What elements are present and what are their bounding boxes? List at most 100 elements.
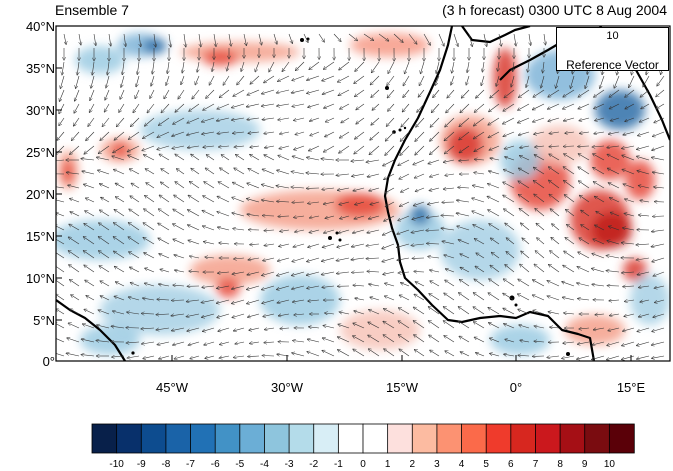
wind-vector bbox=[472, 211, 485, 217]
anomaly-blob bbox=[112, 142, 128, 158]
wind-vector bbox=[56, 145, 65, 155]
wind-vector bbox=[623, 131, 635, 135]
wind-vector bbox=[322, 188, 335, 190]
wind-vector bbox=[482, 61, 484, 72]
wind-vector bbox=[129, 209, 140, 217]
wind-vector bbox=[460, 280, 470, 287]
wind-vector bbox=[637, 156, 650, 161]
wind-vector bbox=[459, 293, 470, 301]
wind-vector bbox=[233, 89, 245, 96]
wind-vector bbox=[401, 117, 410, 127]
plot-title-left: Ensemble 7 bbox=[55, 2, 129, 18]
wind-vector bbox=[322, 338, 335, 343]
wind-vector bbox=[563, 146, 575, 147]
wind-vector bbox=[182, 61, 184, 73]
wind-vector bbox=[322, 243, 335, 247]
wind-vector bbox=[585, 75, 590, 88]
wind-vector bbox=[175, 270, 185, 272]
wind-vector bbox=[310, 117, 320, 121]
wind-vector bbox=[430, 117, 440, 127]
wind-vector bbox=[147, 103, 155, 113]
wind-vector bbox=[96, 340, 110, 342]
shaded-anomaly-field bbox=[56, 33, 670, 355]
wind-vector bbox=[520, 264, 530, 273]
wind-vector bbox=[262, 200, 275, 203]
wind-vector bbox=[563, 167, 575, 175]
wind-vector bbox=[321, 159, 335, 160]
wind-vector bbox=[544, 33, 546, 45]
wind-vector bbox=[340, 215, 350, 219]
wind-vector bbox=[533, 181, 545, 189]
wind-vector bbox=[397, 229, 410, 234]
wind-vector bbox=[651, 341, 665, 345]
wind-vector bbox=[157, 145, 170, 150]
wind-vector bbox=[428, 321, 440, 329]
wind-vector bbox=[579, 117, 590, 121]
wind-vector bbox=[261, 103, 275, 106]
wind-vector bbox=[459, 145, 470, 153]
wind-vector bbox=[336, 257, 350, 261]
wind-vector bbox=[248, 132, 260, 133]
wind-vector bbox=[100, 296, 110, 301]
wind-vector bbox=[430, 350, 440, 357]
wind-vector bbox=[503, 182, 515, 189]
lon-label-15w: 15°W bbox=[386, 380, 418, 395]
wind-vector bbox=[306, 173, 320, 174]
wind-vector bbox=[56, 309, 65, 315]
wind-vector bbox=[258, 33, 262, 45]
wind-vector bbox=[174, 195, 185, 203]
wind-vector bbox=[549, 180, 560, 189]
wind-vector bbox=[159, 117, 170, 125]
wind-vector bbox=[204, 341, 215, 345]
wind-vector bbox=[453, 33, 458, 46]
wind-vector bbox=[70, 145, 80, 154]
wind-vector bbox=[278, 216, 290, 217]
wind-vector bbox=[435, 75, 440, 85]
wind-vector bbox=[98, 170, 110, 175]
wind-vector bbox=[384, 173, 395, 180]
wind-vector bbox=[203, 103, 215, 110]
wind-vector bbox=[88, 117, 95, 126]
wind-vector bbox=[142, 341, 155, 344]
wind-vector bbox=[143, 298, 155, 300]
wind-vector bbox=[178, 89, 185, 99]
wind-vector bbox=[474, 279, 485, 287]
wind-vector bbox=[518, 181, 530, 189]
wind-vector bbox=[564, 117, 575, 121]
wind-vector bbox=[577, 355, 590, 359]
wind-vector bbox=[428, 307, 440, 315]
wind-vector bbox=[79, 33, 81, 45]
lat-label-5n: 5°N bbox=[33, 313, 55, 328]
wind-vector bbox=[567, 225, 575, 231]
wind-vector bbox=[428, 159, 440, 164]
wind-vector bbox=[135, 89, 140, 99]
wind-vector bbox=[638, 186, 650, 189]
wind-vector bbox=[90, 89, 95, 101]
anomaly-blob bbox=[202, 50, 238, 66]
wind-vector bbox=[446, 103, 455, 113]
colorbar-label: 4 bbox=[458, 459, 465, 470]
wind-vector bbox=[625, 89, 635, 97]
wind-vector bbox=[294, 314, 305, 315]
wind-vector bbox=[279, 243, 290, 246]
wind-vector bbox=[247, 89, 260, 95]
wind-vector bbox=[294, 216, 305, 218]
wind-vector bbox=[234, 356, 245, 358]
wind-vector bbox=[607, 355, 620, 360]
colorbar-swatch bbox=[485, 423, 512, 454]
wind-vector bbox=[98, 237, 110, 245]
wind-vector bbox=[452, 61, 455, 73]
wind-vector bbox=[460, 103, 470, 113]
anomaly-blob bbox=[500, 140, 540, 180]
wind-vector bbox=[388, 61, 395, 73]
wind-vector bbox=[592, 146, 605, 147]
wind-vector bbox=[637, 171, 650, 175]
wind-vector bbox=[72, 131, 80, 140]
wind-vector bbox=[213, 33, 216, 46]
wind-vector bbox=[218, 182, 230, 189]
wind-vector bbox=[203, 226, 215, 231]
wind-vector bbox=[528, 61, 529, 72]
wind-vector bbox=[444, 293, 455, 301]
wind-vector bbox=[518, 355, 530, 356]
wind-vector bbox=[614, 75, 620, 88]
